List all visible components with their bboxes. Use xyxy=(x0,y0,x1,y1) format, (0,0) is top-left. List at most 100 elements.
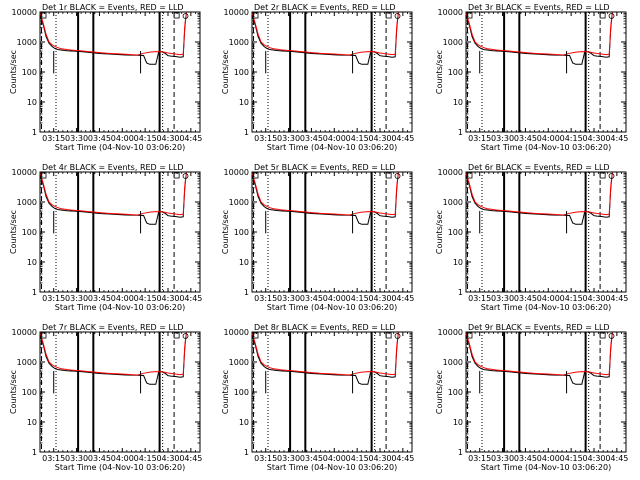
series-line-events xyxy=(39,173,187,225)
y-tick-label: 10000 xyxy=(12,168,37,177)
end-marker xyxy=(599,172,606,179)
y-tick-label: 1000 xyxy=(443,358,463,367)
x-tick-label: 03:30 xyxy=(65,454,88,463)
x-axis-label: Start Time (04-Nov-10 03:06:20) xyxy=(267,303,397,312)
x-axis-label: Start Time (04-Nov-10 03:06:20) xyxy=(55,463,185,472)
y-tick-label: 1000 xyxy=(229,198,249,207)
x-tick-label: 03:15 xyxy=(468,454,491,463)
peak-marker xyxy=(608,13,615,19)
x-tick-label: 04:15 xyxy=(346,134,369,143)
chart-panel: Det 5r BLACK = Events, RED = LLD 1 10 100 10… xyxy=(221,163,414,312)
series-line-events xyxy=(251,333,399,385)
y-tick-label: 1000 xyxy=(229,358,249,367)
plot-frame xyxy=(39,331,201,453)
y-tick-label: 10000 xyxy=(438,328,463,337)
peak-marker xyxy=(608,173,615,179)
x-tick-label: 03:45 xyxy=(88,454,111,463)
end-marker xyxy=(173,172,180,179)
y-tick-label: 1 xyxy=(32,448,37,457)
y-tick-label: 10 xyxy=(453,98,463,107)
y-tick-label: 1 xyxy=(458,128,463,137)
chart-panel: Det 8r BLACK = Events, RED = LLD 1 10 100 10… xyxy=(221,323,414,472)
x-tick-label: 04:45 xyxy=(391,454,414,463)
x-tick-label: 04:00 xyxy=(537,454,560,463)
x-tick-label: 03:30 xyxy=(277,454,300,463)
start-marker xyxy=(40,12,47,19)
y-tick-label: 100 xyxy=(448,388,463,397)
x-tick-label: 03:45 xyxy=(88,294,111,303)
x-tick-label: 04:45 xyxy=(605,134,628,143)
y-tick-label: 10 xyxy=(27,98,37,107)
series-line-lld xyxy=(251,172,399,216)
x-axis-label: Start Time (04-Nov-10 03:06:20) xyxy=(267,143,397,152)
start-marker xyxy=(252,172,259,179)
x-tick-label: 04:00 xyxy=(111,134,134,143)
chart-panel: Det 2r BLACK = Events, RED = LLD 1 10 100 10… xyxy=(221,3,414,152)
chart-panel: Det 9r BLACK = Events, RED = LLD 1 10 100 10… xyxy=(435,323,628,472)
x-tick-label: 03:45 xyxy=(514,134,537,143)
y-tick-label: 1000 xyxy=(17,38,37,47)
x-tick-label: 03:45 xyxy=(514,294,537,303)
x-tick-label: 03:45 xyxy=(300,134,323,143)
x-tick-label: 04:15 xyxy=(346,294,369,303)
plot-frame xyxy=(251,331,413,453)
x-tick-label: 04:30 xyxy=(582,454,605,463)
x-tick-label: 03:15 xyxy=(42,134,65,143)
y-tick-label: 10 xyxy=(239,98,249,107)
x-axis-label: Start Time (04-Nov-10 03:06:20) xyxy=(481,303,611,312)
x-tick-label: 04:00 xyxy=(111,454,134,463)
chart-panel: Det 3r BLACK = Events, RED = LLD 1 10 100 10… xyxy=(435,3,628,152)
y-tick-label: 1 xyxy=(458,448,463,457)
panel-title: Det 6r BLACK = Events, RED = LLD xyxy=(468,163,610,172)
x-tick-label: 03:30 xyxy=(277,294,300,303)
y-tick-label: 100 xyxy=(22,68,37,77)
peak-marker xyxy=(394,333,401,339)
y-axis-label: Counts/sec xyxy=(221,370,230,414)
panel-title: Det 8r BLACK = Events, RED = LLD xyxy=(254,323,396,332)
chart-panel: Det 7r BLACK = Events, RED = LLD 1 10 100 10… xyxy=(9,323,202,472)
y-tick-label: 10000 xyxy=(224,8,249,17)
x-tick-label: 04:30 xyxy=(582,134,605,143)
start-marker xyxy=(40,332,47,339)
panel-title: Det 1r BLACK = Events, RED = LLD xyxy=(42,3,184,12)
y-axis-label: Counts/sec xyxy=(9,370,18,414)
series-line-lld xyxy=(39,332,187,376)
x-tick-label: 04:45 xyxy=(179,454,202,463)
y-axis-label: Counts/sec xyxy=(435,210,444,254)
series-line-lld xyxy=(251,12,399,56)
y-tick-label: 1000 xyxy=(17,198,37,207)
peak-marker xyxy=(394,13,401,19)
x-axis-label: Start Time (04-Nov-10 03:06:20) xyxy=(267,463,397,472)
y-tick-label: 100 xyxy=(22,388,37,397)
x-tick-label: 03:45 xyxy=(88,134,111,143)
x-tick-label: 03:15 xyxy=(254,294,277,303)
end-marker xyxy=(599,332,606,339)
x-tick-label: 03:30 xyxy=(277,134,300,143)
x-tick-label: 03:45 xyxy=(300,294,323,303)
end-marker xyxy=(173,332,180,339)
series-line-lld xyxy=(465,12,613,56)
y-tick-label: 100 xyxy=(22,228,37,237)
series-line-events xyxy=(251,173,399,225)
x-tick-label: 04:30 xyxy=(582,294,605,303)
plot-frame xyxy=(251,171,413,293)
y-tick-label: 10 xyxy=(27,418,37,427)
x-tick-label: 04:15 xyxy=(346,454,369,463)
series-line-events xyxy=(465,13,613,65)
y-tick-label: 100 xyxy=(234,68,249,77)
y-axis-label: Counts/sec xyxy=(435,370,444,414)
y-tick-label: 10 xyxy=(27,258,37,267)
y-tick-label: 10 xyxy=(453,258,463,267)
x-tick-label: 04:00 xyxy=(111,294,134,303)
x-tick-label: 04:45 xyxy=(179,134,202,143)
series-line-lld xyxy=(39,12,187,56)
peak-marker xyxy=(608,333,615,339)
y-tick-label: 1 xyxy=(244,448,249,457)
end-marker xyxy=(385,332,392,339)
x-tick-label: 03:15 xyxy=(468,294,491,303)
panel-title: Det 9r BLACK = Events, RED = LLD xyxy=(468,323,610,332)
x-tick-label: 04:00 xyxy=(323,294,346,303)
plot-frame xyxy=(465,171,627,293)
x-tick-label: 04:30 xyxy=(156,134,179,143)
x-tick-label: 04:15 xyxy=(134,294,157,303)
